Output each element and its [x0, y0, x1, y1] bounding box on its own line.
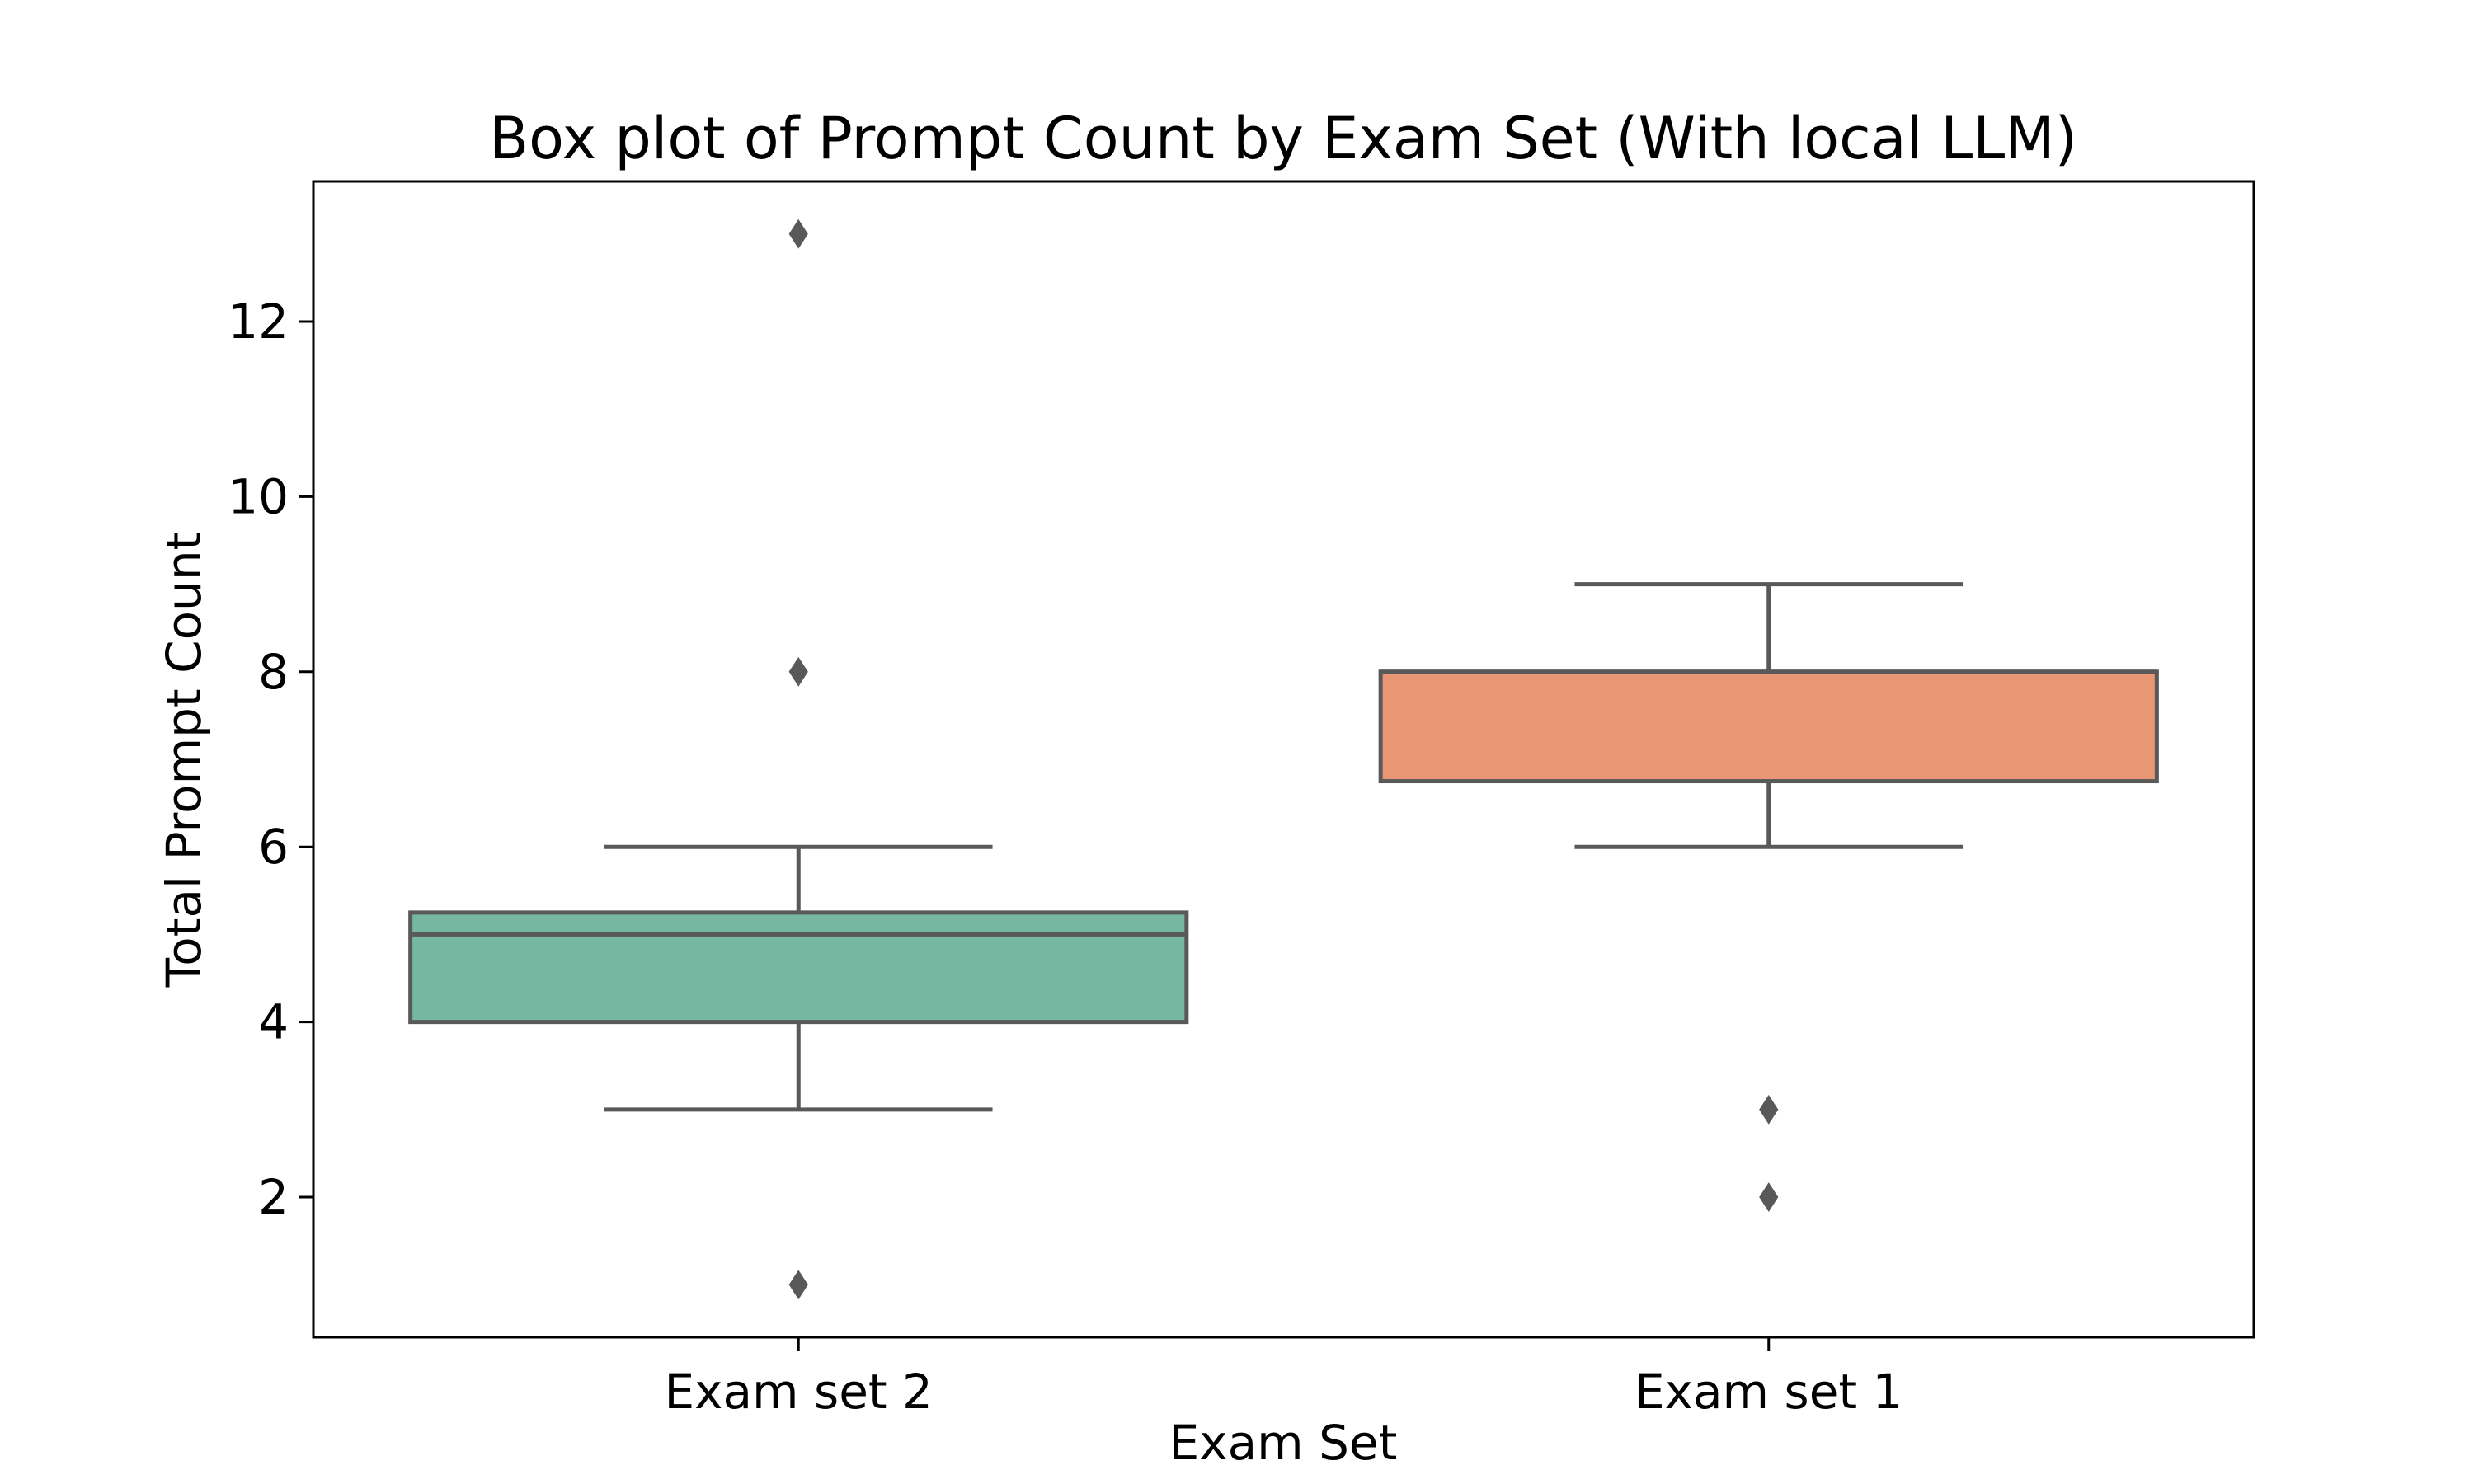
y-tick-label: 8 [258, 644, 289, 700]
box-group-exam-set-1 [1378, 582, 2159, 1212]
outlier-point [788, 656, 808, 687]
x-axis-label: Exam Set [1169, 1415, 1398, 1471]
outlier-point [788, 1270, 808, 1300]
outlier-point [1759, 1182, 1779, 1212]
x-tick-label: Exam set 1 [1634, 1364, 1903, 1420]
outlier-point [788, 218, 808, 249]
y-tick-label: 10 [228, 468, 289, 524]
y-tick-label: 2 [258, 1169, 289, 1225]
x-tick-label: Exam set 2 [665, 1364, 933, 1420]
y-tick-label: 6 [258, 819, 289, 875]
iqr-box [408, 910, 1189, 1025]
axis-ticks: Exam set 2 Exam set 1 2 4 6 8 10 12 [228, 294, 1903, 1420]
y-tick-label: 12 [228, 294, 289, 350]
chart-title: Box plot of Prompt Count by Exam Set (Wi… [489, 105, 2077, 172]
iqr-box [1378, 669, 2159, 784]
box-group-exam-set-2 [408, 218, 1189, 1300]
y-tick-label: 4 [258, 994, 289, 1050]
outlier-point [1759, 1094, 1779, 1125]
plot-area [408, 218, 2159, 1300]
y-axis-label: Total Prompt Count [156, 532, 212, 989]
plot-frame [312, 180, 2255, 1339]
